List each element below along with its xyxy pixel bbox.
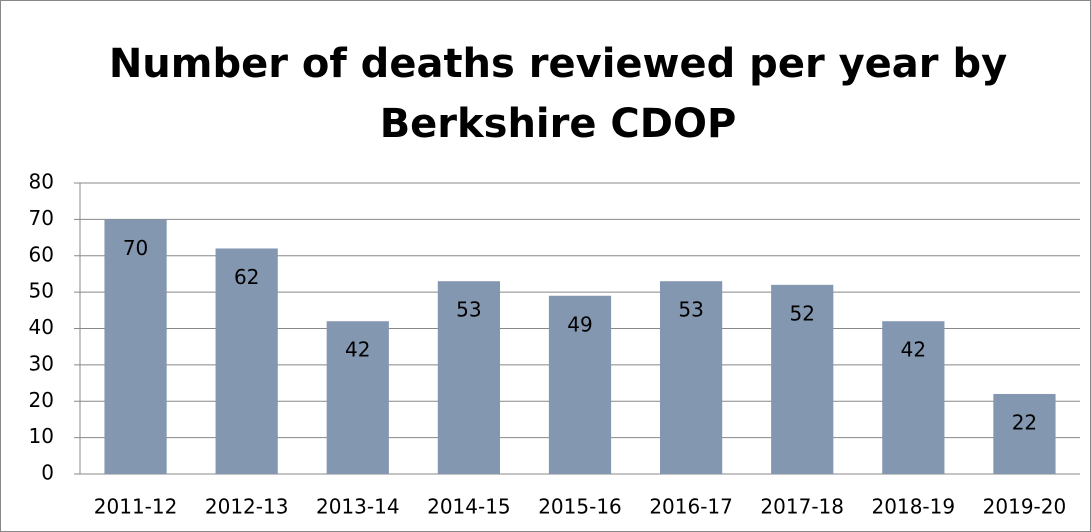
x-tick-label: 2019-20	[983, 495, 1067, 519]
data-label: 22	[1012, 410, 1037, 434]
data-label: 42	[345, 338, 370, 362]
y-tick-label: 70	[29, 206, 54, 230]
y-tick-label: 30	[29, 351, 54, 375]
y-tick-label: 0	[41, 461, 54, 485]
bar	[993, 393, 1056, 474]
x-tick-label: 2013-14	[316, 495, 400, 519]
y-tick-label: 80	[29, 170, 54, 194]
bar	[660, 281, 723, 474]
data-label: 49	[567, 312, 592, 336]
x-tick-label: 2015-16	[538, 495, 622, 519]
y-tick-label: 60	[29, 242, 54, 266]
data-label: 53	[678, 298, 703, 322]
bar	[215, 248, 278, 474]
bar	[437, 281, 500, 474]
x-tick-label: 2014-15	[427, 495, 511, 519]
data-label: 70	[123, 236, 148, 260]
x-tick-label: 2018-19	[872, 495, 956, 519]
data-label: 62	[234, 265, 259, 289]
data-label: 42	[901, 338, 926, 362]
bar	[548, 295, 612, 474]
x-tick-label: 2011-12	[94, 495, 178, 519]
data-label: 52	[789, 301, 814, 325]
y-tick-label: 40	[29, 315, 54, 339]
chart-title: Number of deaths reviewed per year by Ber…	[109, 41, 1007, 147]
x-tick-label: 2016-17	[649, 495, 733, 519]
bar	[104, 219, 167, 474]
y-tick-label: 10	[29, 424, 54, 448]
data-label: 53	[456, 298, 481, 322]
bar	[882, 321, 945, 474]
bar	[771, 284, 834, 474]
x-tick-label: 2012-13	[205, 495, 289, 519]
bar	[326, 321, 389, 474]
y-tick-label: 20	[29, 388, 54, 412]
y-tick-label: 50	[29, 279, 54, 303]
x-tick-label: 2017-18	[760, 495, 844, 519]
